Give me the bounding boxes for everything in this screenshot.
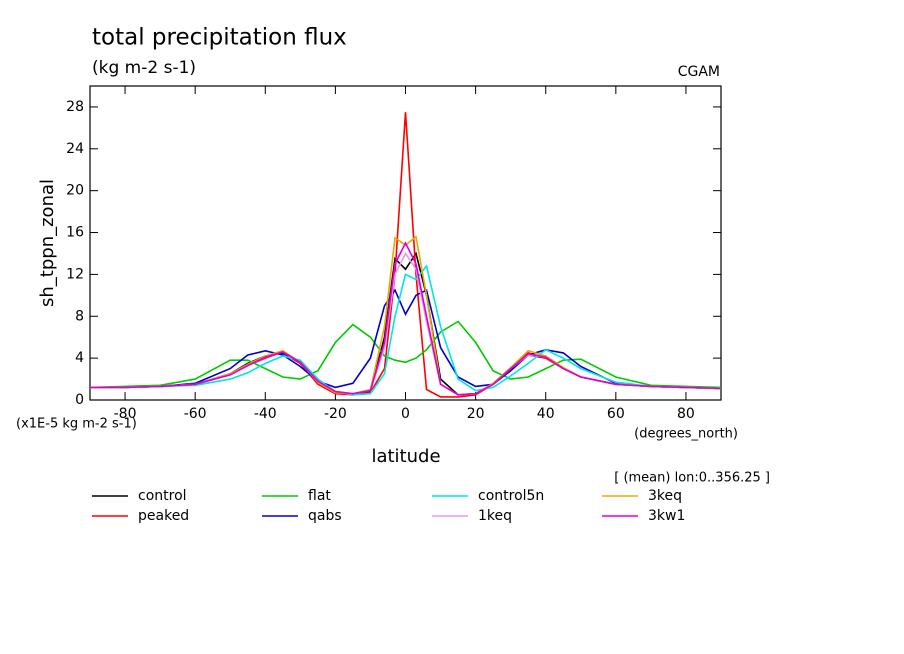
legend-label: 1keq	[478, 508, 512, 524]
y-axis-label: sh_tppn_zonal	[37, 179, 58, 307]
legend-label: flat	[308, 488, 331, 504]
y-tick-label: 0	[75, 392, 84, 408]
x-axis-label: latitude	[371, 446, 440, 467]
y-tick-label: 8	[75, 308, 84, 324]
x-tick-label: -40	[254, 406, 277, 422]
legend-label: peaked	[138, 508, 189, 524]
y-units: (x1E-5 kg m-2 s-1)	[16, 417, 137, 432]
x-tick-label: 0	[401, 406, 410, 422]
x-tick-label: 20	[467, 406, 485, 422]
x-tick-label: 40	[537, 406, 555, 422]
series-line	[90, 241, 722, 396]
source-label: CGAM	[678, 64, 720, 80]
x-tick-label: -20	[324, 406, 347, 422]
x-tick-label: 60	[607, 406, 625, 422]
legend-label: control5n	[478, 488, 544, 504]
y-tick-label: 20	[66, 183, 84, 199]
y-tick-label: 4	[75, 350, 84, 366]
x-tick-label: 80	[677, 406, 695, 422]
x-tick-label: -60	[184, 406, 207, 422]
note: [ (mean) lon:0..356.25 ]	[614, 471, 770, 486]
series-line	[89, 320, 722, 389]
x-units: (degrees_north)	[634, 427, 738, 442]
legend-label: qabs	[308, 508, 342, 524]
y-tick-label: 24	[66, 141, 84, 157]
y-tick-label: 16	[66, 225, 84, 241]
legend-label: 3kw1	[648, 508, 685, 524]
chart-subtitle: (kg m-2 s-1)	[92, 58, 196, 78]
legend-label: control	[138, 488, 187, 504]
series-line	[90, 235, 722, 396]
series-line	[90, 288, 722, 390]
chart-title: total precipitation flux	[92, 25, 347, 51]
y-tick-label: 12	[66, 266, 84, 282]
x-tick-label: -80	[114, 406, 137, 422]
series-line	[90, 264, 722, 396]
y-tick-label: 28	[66, 99, 84, 115]
legend-label: 3keq	[648, 488, 682, 504]
